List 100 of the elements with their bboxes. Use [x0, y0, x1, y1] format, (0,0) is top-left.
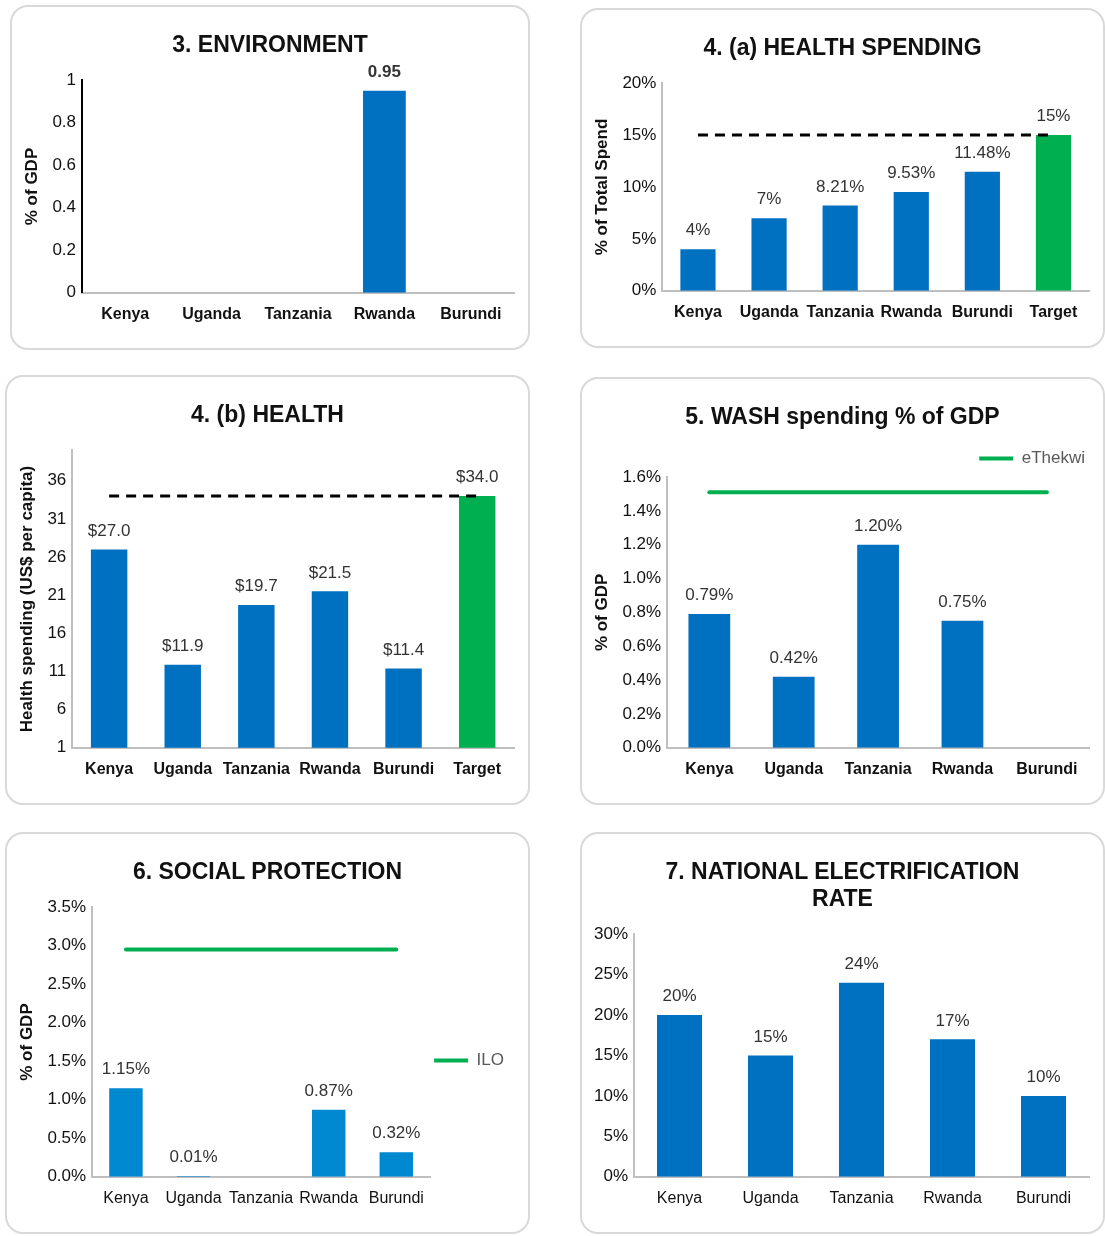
y-tick-label: 15%: [593, 1045, 629, 1065]
data-label: 0.01%: [169, 1147, 218, 1167]
y-tick-label: 0.8%: [622, 602, 662, 622]
bar: [929, 1039, 976, 1177]
data-label: $19.7: [235, 576, 278, 596]
bar: [941, 620, 984, 748]
x-tick-label: Burundi: [1015, 1188, 1072, 1206]
y-axis-title: % of GDP: [21, 147, 41, 226]
bar: [109, 1088, 143, 1177]
x-tick-label: Burundi: [372, 759, 435, 777]
chart-title: 5. WASH spending % of GDP: [684, 402, 1001, 431]
chart-title: 6. SOCIAL PROTECTION: [131, 857, 404, 886]
y-tick-label: 26: [47, 546, 67, 566]
y-tick-label: 5%: [603, 1126, 629, 1146]
y-tick-label: 20%: [622, 72, 657, 92]
y-tick-label: 1.2%: [622, 534, 662, 554]
y-tick-label: 25%: [593, 964, 629, 984]
data-label: 17%: [935, 1010, 970, 1030]
x-tick-label: Tanzania: [806, 302, 874, 320]
y-tick-label: 20%: [593, 1004, 629, 1024]
y-tick-label: 30%: [593, 923, 629, 943]
data-label: 0.79%: [685, 585, 734, 605]
x-tick-label: Uganda: [739, 302, 799, 320]
y-tick-label: 1.5%: [47, 1050, 87, 1070]
x-tick-label: Tanzania: [829, 1188, 894, 1206]
y-tick-label: 0.6: [52, 154, 77, 174]
x-tick-label: Target: [453, 759, 502, 777]
y-tick-label: 0.6%: [622, 635, 662, 655]
x-tick-label: Burundi: [368, 1188, 424, 1206]
bar: [822, 205, 858, 291]
chart-title: 3. ENVIRONMENT: [171, 30, 369, 59]
y-tick-label: 0.0%: [622, 737, 662, 757]
x-tick-label: Kenya: [673, 302, 723, 320]
data-label: 0.87%: [304, 1080, 353, 1100]
y-tick-label: 10%: [622, 176, 657, 196]
y-tick-label: 11: [48, 661, 67, 681]
y-tick-label: 1.0%: [622, 568, 662, 588]
y-tick-label: 0.2: [52, 239, 77, 259]
x-tick-label: Tanzania: [844, 759, 912, 777]
x-tick-label: Tanzania: [264, 304, 332, 322]
y-axis-title: % of GDP: [591, 573, 611, 652]
x-tick-label: Rwanda: [353, 304, 416, 322]
data-label: 1.20%: [853, 515, 903, 535]
y-tick-label: 31: [47, 508, 67, 528]
data-label: 0.95: [367, 62, 401, 82]
x-tick-label: Rwanda: [299, 759, 361, 777]
data-label: 0.32%: [372, 1123, 421, 1143]
data-label: 0.75%: [938, 592, 987, 612]
x-tick-label: Rwanda: [880, 302, 943, 320]
x-tick-label: Uganda: [153, 759, 213, 777]
y-tick-label: 16: [47, 623, 67, 643]
x-tick-label: Rwanda: [923, 1188, 982, 1206]
x-tick-label: Kenya: [656, 1188, 703, 1206]
y-tick-label: 15%: [622, 124, 657, 144]
y-tick-label: 0.4%: [622, 669, 662, 689]
data-label: 4%: [685, 220, 711, 240]
bar: [964, 171, 1000, 291]
y-tick-label: 0.0%: [47, 1166, 87, 1186]
y-tick-label: 1.6%: [622, 466, 662, 486]
bar: [772, 676, 815, 748]
legend-label: eThekwi: [1021, 448, 1086, 468]
y-tick-label: 3.5%: [47, 896, 87, 916]
y-axis-title: Health spending (US$ per capita): [16, 465, 36, 733]
data-label: 8.21%: [816, 176, 865, 196]
data-label: 9.53%: [887, 163, 936, 183]
data-label: $34.0: [455, 467, 499, 487]
x-tick-label: Kenya: [101, 304, 150, 322]
data-label: 15%: [1036, 106, 1071, 126]
data-label: $21.5: [308, 562, 352, 582]
x-tick-label: Burundi: [1016, 759, 1078, 777]
x-tick-label: Kenya: [685, 759, 734, 777]
y-tick-label: 1: [66, 69, 77, 89]
bar: [311, 1109, 346, 1177]
y-tick-label: 0%: [603, 1166, 629, 1186]
data-label: 0.42%: [769, 647, 818, 667]
y-tick-label: 3.0%: [47, 935, 87, 955]
chart-title: 7. NATIONAL ELECTRIFICATION RATE: [664, 857, 1021, 913]
bar: [1035, 135, 1072, 291]
data-label: $27.0: [87, 520, 131, 540]
y-axis-title: % of Total Spend: [591, 118, 611, 256]
x-tick-label: Tanzania: [229, 1188, 294, 1206]
legend-label: ILO: [476, 1050, 505, 1070]
bar: [751, 218, 787, 291]
bar: [680, 249, 716, 291]
y-tick-label: 5%: [631, 228, 657, 248]
y-axis-title: % of GDP: [16, 1003, 36, 1081]
y-tick-label: 2.5%: [47, 973, 87, 993]
bar: [657, 1015, 703, 1177]
x-tick-label: Uganda: [764, 759, 824, 777]
y-tick-label: 1: [56, 737, 67, 757]
x-tick-label: Burundi: [951, 302, 1014, 320]
data-label: 20%: [662, 986, 697, 1006]
bar: [688, 614, 731, 748]
bar: [748, 1055, 794, 1177]
x-tick-label: Kenya: [85, 759, 134, 777]
x-tick-label: Rwanda: [931, 759, 994, 777]
data-label: 11.48%: [954, 142, 1011, 162]
y-tick-label: 21: [47, 584, 67, 604]
bar: [893, 191, 929, 291]
x-tick-label: Target: [1029, 302, 1078, 320]
